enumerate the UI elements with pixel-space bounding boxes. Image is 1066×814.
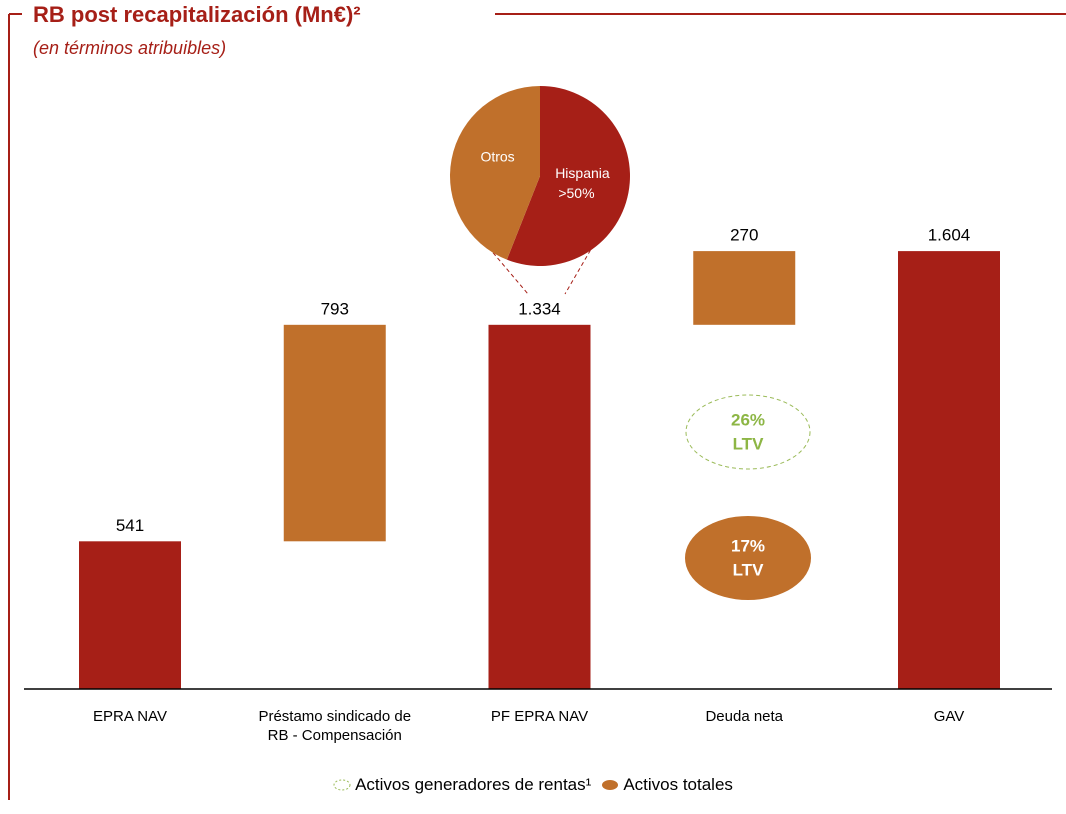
legend-icon (602, 780, 619, 790)
annotation: 17% (731, 536, 765, 555)
x-tick-label: Deuda neta (705, 708, 784, 725)
x-tick-label: EPRA NAV (93, 708, 167, 725)
bar (283, 324, 386, 542)
connector (483, 241, 529, 295)
legend-swatch (333, 779, 351, 791)
x-tick-label: Préstamo sindicado de RB - Compensación (258, 708, 412, 744)
data-label: 793 (321, 299, 349, 318)
data-label: 541 (116, 516, 144, 535)
x-tick-label: GAV (933, 708, 965, 725)
pie-label: Otros (480, 149, 514, 165)
annotation: LTV (733, 560, 765, 579)
data-label: 1.604 (928, 226, 971, 245)
chart-title: RB post recapitalización (Mn€)² (33, 2, 361, 27)
pie-label: Hispania (555, 165, 610, 181)
pie-value-label: >50% (558, 185, 594, 201)
x-tick-label: PF EPRA NAV (490, 708, 589, 725)
ltv-ellipse (685, 394, 811, 470)
annotation: LTV (733, 434, 765, 453)
legend-swatch (602, 780, 619, 790)
annotation: 26% (731, 410, 765, 429)
chart-subtitle: (en términos atribuibles) (33, 38, 227, 58)
pie-slice (450, 86, 540, 260)
connector (564, 231, 602, 295)
legend: Activos generadores de rentas¹ Activos to… (0, 775, 1066, 795)
bar (79, 541, 181, 689)
pie-slice (506, 86, 630, 266)
ltv-ellipse (685, 516, 811, 600)
legend-label: Activos generadores de rentas¹ (355, 775, 592, 794)
legend-label: Activos totales (623, 775, 733, 794)
data-label: 270 (730, 226, 758, 245)
data-label: 1.334 (518, 299, 561, 318)
legend-icon (333, 779, 351, 791)
bar (488, 324, 591, 689)
bar (898, 251, 1000, 689)
bar (693, 251, 796, 325)
